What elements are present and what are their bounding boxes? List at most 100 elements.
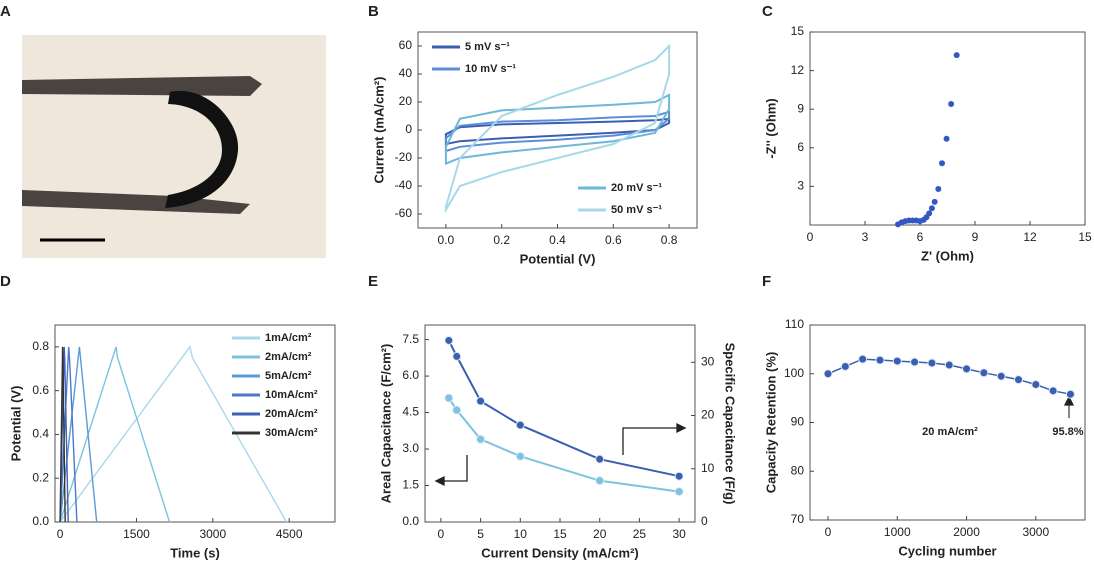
y-tick-label: 6.0 — [402, 368, 419, 382]
panel-label: E — [368, 273, 378, 290]
data-point — [962, 364, 972, 374]
x-tick-label: 12 — [1023, 230, 1037, 244]
x-tick-label: 0.0 — [438, 233, 455, 247]
y-tick-label: 0.6 — [32, 383, 49, 397]
x-tick-label: 0 — [438, 527, 445, 541]
data-point — [840, 361, 850, 371]
data-point — [943, 135, 950, 142]
panel-label: B — [368, 3, 379, 20]
x-tick-label: 3000 — [199, 527, 226, 541]
y-tick-label: 7.5 — [402, 332, 419, 346]
photo-background — [22, 35, 326, 258]
x-tick-label: 1000 — [884, 525, 911, 539]
arrow — [442, 455, 468, 482]
x-tick-label: 0 — [825, 525, 832, 539]
data-point — [515, 420, 525, 430]
y-tick-label: 9 — [797, 101, 804, 115]
y-tick-label: 4.5 — [402, 405, 419, 419]
x-tick-label: 1500 — [123, 527, 150, 541]
y-tick-label: 0.4 — [32, 427, 49, 441]
data-point — [935, 185, 942, 192]
tweezer-arm — [22, 76, 262, 96]
x-tick-label: 0.2 — [493, 233, 510, 247]
panel-label: D — [0, 273, 11, 290]
plot-frame — [54, 324, 336, 523]
y-tick-label: 3.0 — [402, 441, 419, 455]
series-line — [444, 43, 671, 214]
y-tick-label: -20 — [395, 150, 413, 164]
series-line — [59, 346, 98, 523]
tweezer-arm — [22, 190, 250, 214]
arrows — [434, 395, 1075, 487]
annotation: 95.8% — [1052, 426, 1083, 438]
data-point — [928, 205, 935, 212]
data-point — [476, 434, 486, 444]
y2-tick-label: 0 — [701, 514, 708, 528]
data-point — [515, 451, 525, 461]
y-tick-label: 100 — [784, 366, 804, 380]
legend-label: 30mA/cm² — [265, 427, 318, 439]
y-tick-label: 1.5 — [402, 478, 419, 492]
legend-label: 1mA/cm² — [265, 332, 312, 344]
data-point — [939, 160, 945, 167]
y2-tick-label: 10 — [701, 461, 715, 475]
series-line — [444, 117, 671, 146]
data-point — [452, 405, 462, 415]
data-point — [1014, 375, 1024, 385]
plot-frame — [424, 324, 696, 523]
x-axis-label: Time (s) — [170, 545, 220, 560]
data-point — [1031, 379, 1041, 389]
series-line — [59, 346, 69, 523]
data-point — [926, 210, 933, 217]
data-point — [444, 393, 454, 403]
y-axis-label: Potential (V) — [8, 386, 23, 462]
y-tick-label: 40 — [399, 66, 413, 80]
y-tick-label: 0.0 — [402, 514, 419, 528]
data-point — [595, 454, 605, 464]
y2-tick-label: 30 — [701, 354, 715, 368]
x-tick-label: 0.8 — [661, 233, 678, 247]
legend-label: 10 mV s⁻¹ — [465, 63, 516, 75]
y-axis-label: Current (mA/cm²) — [371, 77, 386, 184]
data-point — [444, 335, 454, 345]
legend-label: 50 mV s⁻¹ — [611, 204, 662, 216]
data-point — [996, 371, 1006, 381]
data-point — [892, 356, 902, 366]
data-point — [979, 368, 989, 378]
sample — [165, 90, 239, 208]
y-axis-label: -Z'' (Ohm) — [763, 98, 778, 158]
y-tick-label: -40 — [395, 178, 413, 192]
legend-label: 20 mV s⁻¹ — [611, 182, 662, 194]
y-axis-label: Capacity Retention (%) — [763, 352, 778, 494]
panel-label: C — [762, 3, 773, 20]
y-tick-label: 60 — [399, 38, 413, 52]
series-line — [59, 345, 288, 523]
x-tick-label: 25 — [633, 527, 647, 541]
legend-label: 5mA/cm² — [265, 370, 312, 382]
arrowhead — [676, 422, 687, 434]
plot-frame — [809, 324, 1086, 521]
data-point — [931, 198, 938, 205]
data-point — [476, 396, 486, 406]
x-tick-label: 0.6 — [605, 233, 622, 247]
x-tick-label: 2000 — [953, 525, 980, 539]
legend-label: 20mA/cm² — [265, 408, 318, 420]
x-tick-label: 6 — [917, 230, 924, 244]
x-axis-label: Current Density (mA/cm²) — [481, 545, 638, 560]
data-point — [948, 101, 955, 108]
x-tick-label: 0 — [807, 230, 814, 244]
data-point — [1048, 386, 1058, 396]
y2-tick-label: 20 — [701, 408, 715, 422]
data-point — [875, 355, 885, 365]
y-tick-label: 0.2 — [32, 470, 49, 484]
x-tick-label: 0.4 — [549, 233, 566, 247]
y-tick-label: 110 — [785, 317, 804, 331]
x-tick-label: 4500 — [276, 527, 303, 541]
x-axis-label: Cycling number — [898, 543, 996, 558]
data-point — [858, 354, 868, 364]
annotation: 20 mA/cm² — [922, 426, 978, 438]
x-tick-label: 5 — [477, 527, 484, 541]
y2-axis-label: Specific Capacitance (F/g) — [723, 343, 738, 505]
data-point — [927, 358, 937, 368]
data-point — [944, 360, 954, 370]
